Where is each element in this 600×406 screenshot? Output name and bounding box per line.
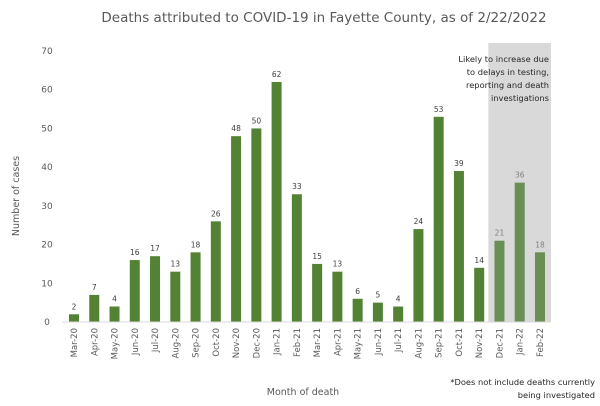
data-label: 6 <box>355 287 360 296</box>
x-tick-label: Apr-21 <box>333 328 343 356</box>
x-tick-label: Nov-21 <box>475 328 485 358</box>
data-label: 7 <box>92 283 97 292</box>
y-tick-label: 40 <box>41 163 53 173</box>
bar-may-21 <box>352 298 363 322</box>
data-label: 50 <box>252 116 262 125</box>
x-tick-label: Feb-22 <box>536 328 546 357</box>
x-tick-label: Feb-21 <box>293 328 303 357</box>
x-tick-label: Oct-21 <box>455 328 465 357</box>
data-label: 26 <box>211 209 221 218</box>
x-tick-label: Jan-21 <box>273 328 283 356</box>
x-tick-label: Sep-20 <box>192 328 202 358</box>
x-tick-label: Mar-20 <box>70 328 80 357</box>
x-tick-label: Nov-20 <box>232 328 242 358</box>
data-label: 4 <box>396 295 401 304</box>
bar-jun-20 <box>129 260 140 322</box>
data-label: 24 <box>414 217 424 226</box>
bar-feb-22 <box>534 252 545 322</box>
bar-oct-20 <box>210 221 221 322</box>
x-tick-label: Jun-20 <box>131 328 141 356</box>
bar-oct-21 <box>453 171 464 322</box>
bar-nov-20 <box>231 136 242 322</box>
x-tick-label: Sep-21 <box>435 328 445 358</box>
shaded-region-note: to delays in testing, <box>467 67 549 77</box>
y-axis-title: Number of cases <box>11 156 22 236</box>
y-tick-label: 0 <box>44 318 50 328</box>
shaded-region-note: investigations <box>491 93 549 103</box>
footnote: *Does not include deaths currently <box>450 377 595 387</box>
bar-jan-22 <box>514 182 525 322</box>
data-label: 48 <box>231 124 241 133</box>
data-label: 15 <box>312 252 322 261</box>
x-tick-label: Aug-21 <box>414 328 424 358</box>
bar-jan-21 <box>271 81 282 322</box>
data-label: 53 <box>434 105 444 114</box>
bar-mar-21 <box>312 263 323 322</box>
x-tick-label: Apr-20 <box>90 328 100 356</box>
footnote: being investigated <box>518 390 595 400</box>
bar-may-20 <box>109 306 120 322</box>
x-tick-label: Jul-20 <box>151 328 161 353</box>
y-tick-label: 70 <box>41 47 53 57</box>
x-tick-label: Oct-20 <box>212 328 222 357</box>
data-label: 13 <box>171 260 181 269</box>
bar-apr-20 <box>89 294 100 322</box>
bar-jul-21 <box>393 306 404 322</box>
data-label: 4 <box>112 295 117 304</box>
shaded-region-note: Likely to increase due <box>458 54 549 64</box>
chart-title: Deaths attributed to COVID-19 in Fayette… <box>101 10 546 26</box>
bar-sep-21 <box>433 116 444 322</box>
data-label: 13 <box>333 260 343 269</box>
bar-dec-20 <box>251 128 262 322</box>
bar-aug-20 <box>170 271 181 322</box>
x-tick-label: May-21 <box>354 328 364 359</box>
bar-apr-21 <box>332 271 343 322</box>
x-tick-label: Dec-20 <box>252 328 262 358</box>
y-tick-label: 50 <box>41 124 53 134</box>
x-tick-label: Mar-21 <box>313 328 323 357</box>
data-label: 16 <box>130 248 140 257</box>
bar-nov-21 <box>474 267 485 322</box>
data-label: 62 <box>272 70 282 79</box>
y-tick-label: 10 <box>41 279 53 289</box>
bar-jul-20 <box>150 256 161 322</box>
data-label: 39 <box>454 159 464 168</box>
data-label: 21 <box>495 229 505 238</box>
x-axis-title: Month of death <box>267 387 339 398</box>
x-tick-label: Dec-21 <box>495 328 505 358</box>
data-label: 14 <box>474 256 484 265</box>
x-tick-label: Jun-21 <box>374 328 384 356</box>
bar-mar-20 <box>69 314 79 322</box>
x-tick-label: Jan-22 <box>516 328 526 356</box>
shaded-region-note: reporting and death <box>466 80 549 90</box>
bar-jun-21 <box>372 302 383 322</box>
data-label: 17 <box>150 244 160 253</box>
y-tick-label: 60 <box>41 86 53 96</box>
x-tick-label: Jul-21 <box>394 328 404 353</box>
data-label: 33 <box>292 182 302 191</box>
data-label: 2 <box>72 302 77 311</box>
bar-dec-21 <box>494 240 505 322</box>
y-tick-label: 30 <box>41 202 53 212</box>
data-label: 36 <box>515 171 525 180</box>
x-tick-label: Aug-20 <box>171 328 181 358</box>
bar-aug-21 <box>413 229 424 322</box>
bar-feb-21 <box>291 194 302 322</box>
y-tick-label: 20 <box>41 241 53 251</box>
data-label: 18 <box>535 240 545 249</box>
x-tick-label: May-20 <box>111 328 121 359</box>
bar-sep-20 <box>190 252 201 322</box>
data-label: 5 <box>376 291 381 300</box>
data-label: 18 <box>191 240 201 249</box>
